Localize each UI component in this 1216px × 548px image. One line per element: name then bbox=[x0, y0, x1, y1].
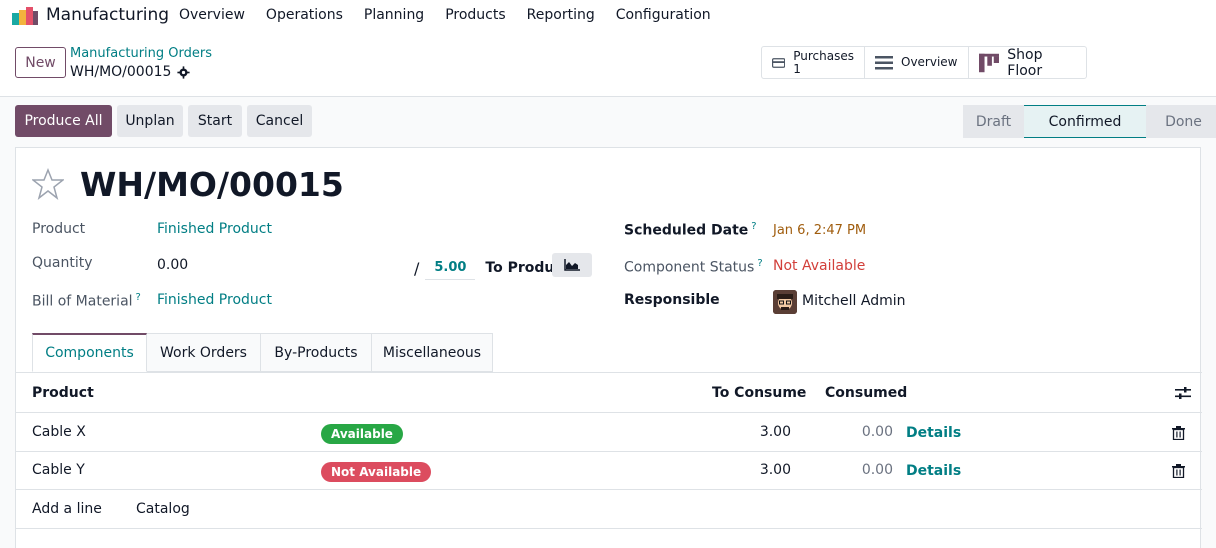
bom-label-text: Bill of Material bbox=[32, 293, 133, 310]
credit-card-icon bbox=[772, 57, 786, 68]
top-navbar: Manufacturing Overview Operations Planni… bbox=[0, 0, 1216, 33]
menu-planning[interactable]: Planning bbox=[363, 7, 425, 23]
forecast-chart-button[interactable] bbox=[552, 253, 592, 277]
overview-label: Overview bbox=[901, 55, 958, 69]
purchases-count: 1 bbox=[793, 62, 801, 76]
gear-icon[interactable] bbox=[177, 65, 191, 79]
row-to-consume[interactable]: 3.00 bbox=[759, 424, 791, 440]
trash-icon[interactable] bbox=[1172, 464, 1185, 478]
avatar bbox=[773, 290, 797, 314]
responsible-label: Responsible bbox=[624, 292, 720, 308]
product-value[interactable]: Finished Product bbox=[157, 221, 272, 237]
bom-label: Bill of Material? bbox=[32, 292, 141, 310]
optional-columns-icon[interactable] bbox=[1175, 386, 1191, 400]
menu-reporting[interactable]: Reporting bbox=[526, 7, 595, 23]
menu-products[interactable]: Products bbox=[445, 7, 506, 23]
row-consumed[interactable]: 0.00 bbox=[861, 462, 893, 478]
form-sheet: WH/MO/00015 Product Finished Product Qua… bbox=[15, 147, 1202, 548]
table-row[interactable]: Cable X Available 3.00 0.00 Details bbox=[16, 414, 1202, 452]
responsible-value[interactable]: Mitchell Admin bbox=[802, 293, 906, 309]
app-logo-icon[interactable] bbox=[12, 7, 38, 25]
menu-overview[interactable]: Overview bbox=[179, 7, 245, 23]
scheduled-date-value[interactable]: Jan 6, 2:47 PM bbox=[773, 223, 867, 238]
menu-operations[interactable]: Operations bbox=[265, 7, 343, 23]
status-badge: Available bbox=[321, 424, 403, 444]
component-status-label: Component Status? bbox=[624, 258, 763, 276]
purchases-smart-button[interactable]: Purchases 1 bbox=[762, 47, 865, 78]
new-button[interactable]: New bbox=[15, 47, 66, 78]
catalog-link[interactable]: Catalog bbox=[136, 501, 190, 517]
purchases-label: Purchases bbox=[793, 49, 854, 63]
control-panel: New Manufacturing Orders WH/MO/00015 Pur… bbox=[0, 33, 1216, 97]
cancel-button[interactable]: Cancel bbox=[247, 105, 312, 137]
stage-pipeline: Draft Confirmed Done bbox=[963, 105, 1216, 138]
record-title[interactable]: WH/MO/00015 bbox=[80, 165, 344, 204]
component-status-help-icon[interactable]: ? bbox=[757, 258, 763, 269]
column-product[interactable]: Product bbox=[32, 385, 94, 401]
produce-all-button[interactable]: Produce All bbox=[15, 105, 112, 137]
quantity-target-group: / 5.00 To Produce bbox=[414, 256, 572, 280]
stage-confirmed[interactable]: Confirmed bbox=[1024, 105, 1146, 138]
star-icon[interactable] bbox=[32, 168, 64, 200]
shop-floor-label: Shop Floor bbox=[1007, 46, 1043, 79]
stage-draft[interactable]: Draft bbox=[963, 105, 1024, 138]
stage-confirmed-label: Confirmed bbox=[1048, 113, 1122, 130]
breadcrumb-current-label: WH/MO/00015 bbox=[70, 64, 172, 80]
to-produce-label: To Produce bbox=[485, 260, 573, 276]
product-label: Product bbox=[32, 221, 86, 237]
table-row[interactable]: Cable Y Not Available 3.00 0.00 Details bbox=[16, 452, 1202, 490]
shop-floor-icon bbox=[979, 53, 1000, 72]
column-to-consume[interactable]: To Consume bbox=[712, 385, 807, 401]
breadcrumb-current: WH/MO/00015 bbox=[70, 64, 191, 80]
stage-done[interactable]: Done bbox=[1146, 105, 1216, 138]
status-badge: Not Available bbox=[321, 462, 432, 482]
avatar-image bbox=[773, 290, 797, 314]
row-to-consume[interactable]: 3.00 bbox=[759, 462, 791, 478]
breadcrumb-parent[interactable]: Manufacturing Orders bbox=[70, 46, 212, 61]
scheduled-date-label: Scheduled Date? bbox=[624, 221, 757, 239]
tab-work-orders[interactable]: Work Orders bbox=[147, 333, 261, 372]
scheduled-date-label-text: Scheduled Date bbox=[624, 222, 749, 239]
trash-icon[interactable] bbox=[1172, 426, 1185, 440]
row-consumed[interactable]: 0.00 bbox=[861, 424, 893, 440]
tab-by-products[interactable]: By-Products bbox=[261, 333, 372, 372]
notebook-tabs: Components Work Orders By-Products Misce… bbox=[32, 333, 493, 372]
shop-floor-smart-button[interactable]: Shop Floor bbox=[969, 46, 1086, 79]
status-bar: Produce All Unplan Start Cancel Draft Co… bbox=[0, 97, 1216, 147]
overview-smart-button[interactable]: Overview bbox=[865, 47, 969, 78]
column-consumed[interactable]: Consumed bbox=[825, 385, 908, 401]
tab-divider bbox=[16, 372, 1202, 373]
component-status-label-text: Component Status bbox=[624, 259, 755, 276]
app-name[interactable]: Manufacturing bbox=[46, 5, 170, 25]
components-table-header: Product To Consume Consumed bbox=[16, 373, 1202, 413]
menu-configuration[interactable]: Configuration bbox=[615, 7, 711, 23]
smart-buttons: Purchases 1 Overview Shop Floor bbox=[761, 46, 1087, 79]
details-button[interactable]: Details bbox=[906, 425, 962, 441]
unplan-button[interactable]: Unplan bbox=[117, 105, 183, 137]
row-product[interactable]: Cable X bbox=[32, 424, 86, 440]
quantity-target-field[interactable]: 5.00 bbox=[425, 256, 476, 280]
component-status-value: Not Available bbox=[773, 258, 866, 274]
tab-miscellaneous[interactable]: Miscellaneous bbox=[372, 333, 493, 372]
row-product[interactable]: Cable Y bbox=[32, 462, 85, 478]
bom-value[interactable]: Finished Product bbox=[157, 292, 272, 308]
bom-help-icon[interactable]: ? bbox=[135, 292, 141, 303]
quantity-separator: / bbox=[414, 258, 420, 278]
list-icon bbox=[875, 55, 893, 69]
add-line-link[interactable]: Add a line bbox=[32, 501, 102, 517]
add-line-row: Add a line Catalog bbox=[16, 489, 1202, 529]
quantity-label: Quantity bbox=[32, 255, 93, 271]
main-menu: Overview Operations Planning Products Re… bbox=[179, 7, 732, 23]
scheduled-help-icon[interactable]: ? bbox=[751, 221, 757, 232]
details-button[interactable]: Details bbox=[906, 463, 962, 479]
area-chart-icon bbox=[564, 259, 580, 271]
quantity-field[interactable]: 0.00 bbox=[157, 257, 189, 273]
tab-components[interactable]: Components bbox=[32, 333, 147, 372]
start-button[interactable]: Start bbox=[188, 105, 242, 137]
